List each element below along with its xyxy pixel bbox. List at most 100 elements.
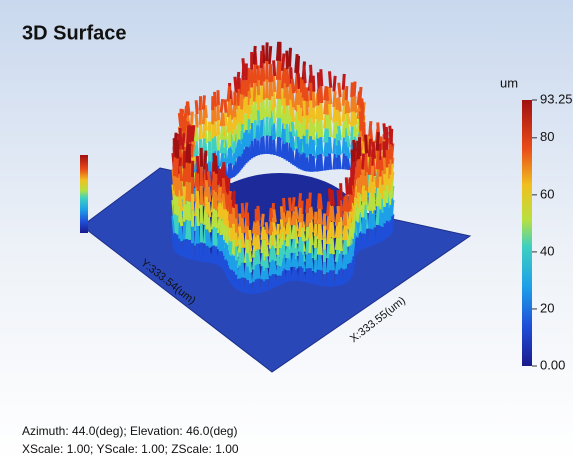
- surface-spike: [284, 212, 285, 226]
- surface-spike: [278, 245, 279, 255]
- surface-spike: [293, 253, 294, 267]
- surface-spike: [247, 226, 248, 240]
- surface-spike: [361, 117, 362, 131]
- surface-spike: [372, 166, 373, 182]
- surface-spike: [187, 144, 188, 163]
- surface-spike: [225, 126, 226, 139]
- surface-spike: [267, 98, 268, 117]
- surface-spike: [318, 193, 319, 208]
- surface-spike: [336, 226, 337, 238]
- surface-spike: [234, 271, 235, 287]
- surface-spike: [311, 83, 312, 101]
- surface-spike: [390, 205, 391, 220]
- surface-spike: [338, 190, 339, 206]
- surface-spike: [258, 206, 259, 221]
- surface-spike: [293, 211, 294, 225]
- surface-spike: [269, 64, 270, 82]
- surface-spike: [349, 177, 350, 194]
- surface-spike: [240, 278, 241, 291]
- surface-spike: [180, 226, 181, 241]
- surface-spike: [228, 133, 229, 149]
- surface-spike: [274, 123, 275, 139]
- surface-spike: [334, 76, 335, 92]
- surface-spike: [318, 89, 319, 105]
- surface-spike: [278, 224, 279, 234]
- surface-spike: [233, 153, 234, 165]
- surface-spike: [203, 138, 204, 152]
- surface-spike: [214, 136, 215, 151]
- surface-spike: [307, 241, 308, 255]
- surface-spike: [197, 191, 198, 208]
- surface-spike: [299, 222, 300, 237]
- surface-spike: [352, 112, 353, 127]
- colorbar-tick-label: 20: [540, 300, 554, 315]
- surface-spike: [334, 91, 335, 107]
- surface-spike: [390, 220, 391, 235]
- surface-spike: [293, 225, 294, 239]
- surface-spike: [267, 117, 268, 136]
- colorbar-tick-label: 80: [540, 129, 554, 144]
- surface-spike: [240, 240, 241, 253]
- surface-spike: [362, 201, 363, 217]
- surface-spike: [321, 154, 322, 171]
- surface-spike: [277, 137, 278, 156]
- colorbar-tick-label: 40: [540, 243, 554, 258]
- surface-spike: [349, 194, 350, 211]
- surface-spike: [274, 139, 275, 155]
- surface-spike: [330, 153, 331, 169]
- surface-spike: [187, 127, 188, 144]
- surface-spike: [377, 151, 378, 170]
- surface-spike: [180, 181, 181, 196]
- surface-spike: [321, 137, 322, 154]
- surface-spike: [325, 114, 326, 128]
- surface-spike: [238, 156, 239, 173]
- surface-spike: [266, 268, 267, 279]
- surface-spike: [325, 100, 326, 114]
- surface-spike: [258, 279, 259, 294]
- surface-spike: [250, 273, 251, 284]
- surface-spike: [187, 182, 188, 201]
- surface-spike: [187, 239, 188, 258]
- surface-spike: [203, 95, 204, 109]
- surface-spike: [348, 113, 349, 124]
- surface-spike: [292, 79, 293, 93]
- surface-spike: [242, 203, 243, 218]
- surface-spike: [318, 209, 319, 224]
- surface-spike: [225, 113, 226, 126]
- surface-spike: [318, 239, 319, 254]
- surface-spike: [343, 122, 344, 138]
- surface-spike: [262, 227, 263, 240]
- surface-spike: [290, 48, 291, 67]
- surface-spike: [192, 112, 193, 124]
- surface-spike: [325, 156, 326, 170]
- surface-spike: [293, 267, 294, 281]
- surface-spike: [304, 66, 305, 84]
- surface-spike: [228, 117, 229, 133]
- surface-spike: [254, 139, 255, 158]
- surface-spike: [214, 121, 215, 136]
- surface-spike: [284, 269, 285, 283]
- surface-spike: [299, 237, 300, 252]
- surface-spike: [270, 262, 271, 276]
- surface-spike: [344, 240, 345, 255]
- surface-spike: [386, 185, 387, 203]
- surface-spike: [330, 121, 331, 137]
- surface-spike: [267, 80, 268, 99]
- surface-spike: [250, 251, 251, 262]
- surface-spike: [325, 128, 326, 142]
- surface-spike: [311, 65, 312, 83]
- surface-spike: [192, 126, 193, 142]
- surface-spike: [339, 97, 340, 111]
- surface-spike: [208, 217, 209, 232]
- surface-spike: [321, 120, 322, 137]
- surface-spike: [278, 265, 279, 275]
- surface-spike: [206, 213, 207, 229]
- surface-spike: [278, 255, 279, 265]
- surface-spike: [228, 178, 229, 195]
- surface-spike: [344, 196, 345, 211]
- surface-spike: [341, 234, 342, 251]
- surface-spike: [349, 229, 350, 246]
- surface-spike: [318, 122, 319, 138]
- surface-spike: [248, 133, 249, 147]
- surface-spike: [304, 83, 305, 101]
